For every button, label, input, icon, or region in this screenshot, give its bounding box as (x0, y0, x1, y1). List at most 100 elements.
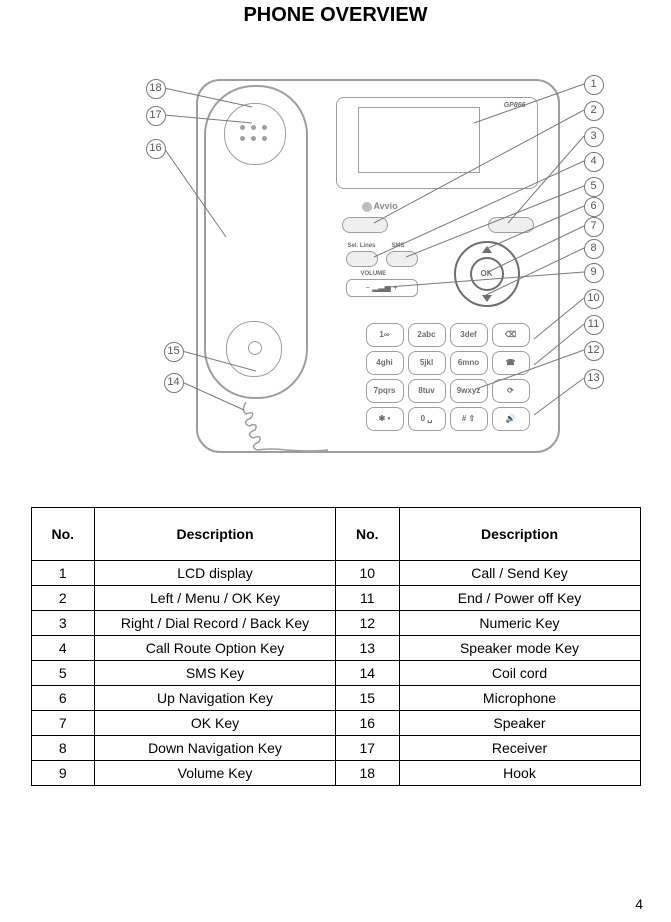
cell-no: 6 (31, 686, 95, 711)
volume-key: − ▂▃▅ + (346, 279, 418, 297)
callout-11: 11 (584, 315, 604, 335)
callout-16: 16 (146, 139, 166, 159)
cell-desc: Microphone (399, 686, 640, 711)
table-row: 7OK Key16Speaker (31, 711, 640, 736)
callout-1: 1 (584, 75, 604, 95)
cell-desc: Volume Key (95, 761, 336, 786)
table-row: 9Volume Key18Hook (31, 761, 640, 786)
table-row: 3Right / Dial Record / Back Key12Numeric… (31, 611, 640, 636)
keypad: 1∞2abc3def⌫ 4ghi5jkl6mno☎ 7pqrs8tuv9wxyz⟳ ✱… (366, 323, 530, 431)
cell-no: 15 (335, 686, 399, 711)
header-no-1: No. (31, 508, 95, 561)
sms-key (386, 251, 418, 267)
table-row: 5SMS Key14Coil cord (31, 661, 640, 686)
nav-down-icon (482, 295, 492, 302)
cell-no: 11 (335, 586, 399, 611)
sel-lines-label: Sel. Lines (348, 243, 376, 249)
keypad-key-0: 1∞ (366, 323, 404, 347)
cell-desc: Call / Send Key (399, 561, 640, 586)
callout-2: 2 (584, 101, 604, 121)
cell-no: 14 (335, 661, 399, 686)
cell-no: 8 (31, 736, 95, 761)
cell-desc: Speaker mode Key (399, 636, 640, 661)
header-desc-1: Description (95, 508, 336, 561)
keypad-key-2: 3def (450, 323, 488, 347)
table-row: 6Up Navigation Key15Microphone (31, 686, 640, 711)
brand-logo: Avvio (362, 201, 398, 212)
left-soft-key (342, 217, 388, 233)
keypad-key-14: # ⇧ (450, 407, 488, 431)
cell-desc: Right / Dial Record / Back Key (95, 611, 336, 636)
cell-desc: Speaker (399, 711, 640, 736)
table-row: 4Call Route Option Key13Speaker mode Key (31, 636, 640, 661)
cell-desc: Call Route Option Key (95, 636, 336, 661)
cell-desc: Receiver (399, 736, 640, 761)
header-no-2: No. (335, 508, 399, 561)
header-desc-2: Description (399, 508, 640, 561)
cell-no: 13 (335, 636, 399, 661)
cell-no: 5 (31, 661, 95, 686)
call-route-key (346, 251, 378, 267)
callout-15: 15 (164, 342, 184, 362)
phone-diagram: GP866 Avvio Sel. Lines SMS VOLUME − ▂▃▅ … (56, 57, 616, 467)
model-label: GP866 (504, 102, 526, 109)
cell-desc: SMS Key (95, 661, 336, 686)
callout-13: 13 (584, 369, 604, 389)
cell-desc: Numeric Key (399, 611, 640, 636)
receiver-dots (240, 125, 270, 143)
sms-label: SMS (392, 243, 405, 249)
callout-17: 17 (146, 106, 166, 126)
cell-desc: Up Navigation Key (95, 686, 336, 711)
keypad-key-12: ✱ • (366, 407, 404, 431)
callout-7: 7 (584, 217, 604, 237)
table-header-row: No. Description No. Description (31, 508, 640, 561)
cell-desc: End / Power off Key (399, 586, 640, 611)
cell-no: 1 (31, 561, 95, 586)
keypad-key-15: 🔊 (492, 407, 530, 431)
keypad-key-11: ⟳ (492, 379, 530, 403)
keypad-key-3: ⌫ (492, 323, 530, 347)
cell-desc: Coil cord (399, 661, 640, 686)
cell-no: 16 (335, 711, 399, 736)
cell-no: 18 (335, 761, 399, 786)
keypad-key-10: 9wxyz (450, 379, 488, 403)
parts-table: No. Description No. Description 1LCD dis… (31, 507, 641, 786)
keypad-key-1: 2abc (408, 323, 446, 347)
keypad-key-8: 7pqrs (366, 379, 404, 403)
callout-9: 9 (584, 263, 604, 283)
right-soft-key (488, 217, 534, 233)
nav-up-icon (482, 246, 492, 253)
cell-no: 10 (335, 561, 399, 586)
table-row: 1LCD display10Call / Send Key (31, 561, 640, 586)
keypad-key-4: 4ghi (366, 351, 404, 375)
callout-10: 10 (584, 289, 604, 309)
cell-no: 17 (335, 736, 399, 761)
cell-desc: Hook (399, 761, 640, 786)
cell-no: 2 (31, 586, 95, 611)
page-number: 4 (635, 896, 643, 912)
callout-3: 3 (584, 127, 604, 147)
cell-no: 3 (31, 611, 95, 636)
keypad-key-9: 8tuv (408, 379, 446, 403)
keypad-key-7: ☎ (492, 351, 530, 375)
table-row: 2Left / Menu / OK Key11End / Power off K… (31, 586, 640, 611)
cell-desc: OK Key (95, 711, 336, 736)
callout-4: 4 (584, 152, 604, 172)
mic-hole (248, 341, 262, 355)
coil-cord (231, 402, 341, 457)
keypad-key-5: 5jkl (408, 351, 446, 375)
volume-label: VOLUME (361, 271, 387, 277)
page-title: PHONE OVERVIEW (0, 0, 671, 27)
callout-6: 6 (584, 197, 604, 217)
callout-14: 14 (164, 373, 184, 393)
cell-desc: Down Navigation Key (95, 736, 336, 761)
handset (204, 85, 308, 399)
cell-no: 7 (31, 711, 95, 736)
table-row: 8Down Navigation Key17Receiver (31, 736, 640, 761)
keypad-key-6: 6mno (450, 351, 488, 375)
ok-button: OK (470, 257, 504, 291)
callout-5: 5 (584, 177, 604, 197)
nav-ring: OK (454, 241, 520, 307)
lcd-display (358, 107, 480, 173)
cell-no: 9 (31, 761, 95, 786)
